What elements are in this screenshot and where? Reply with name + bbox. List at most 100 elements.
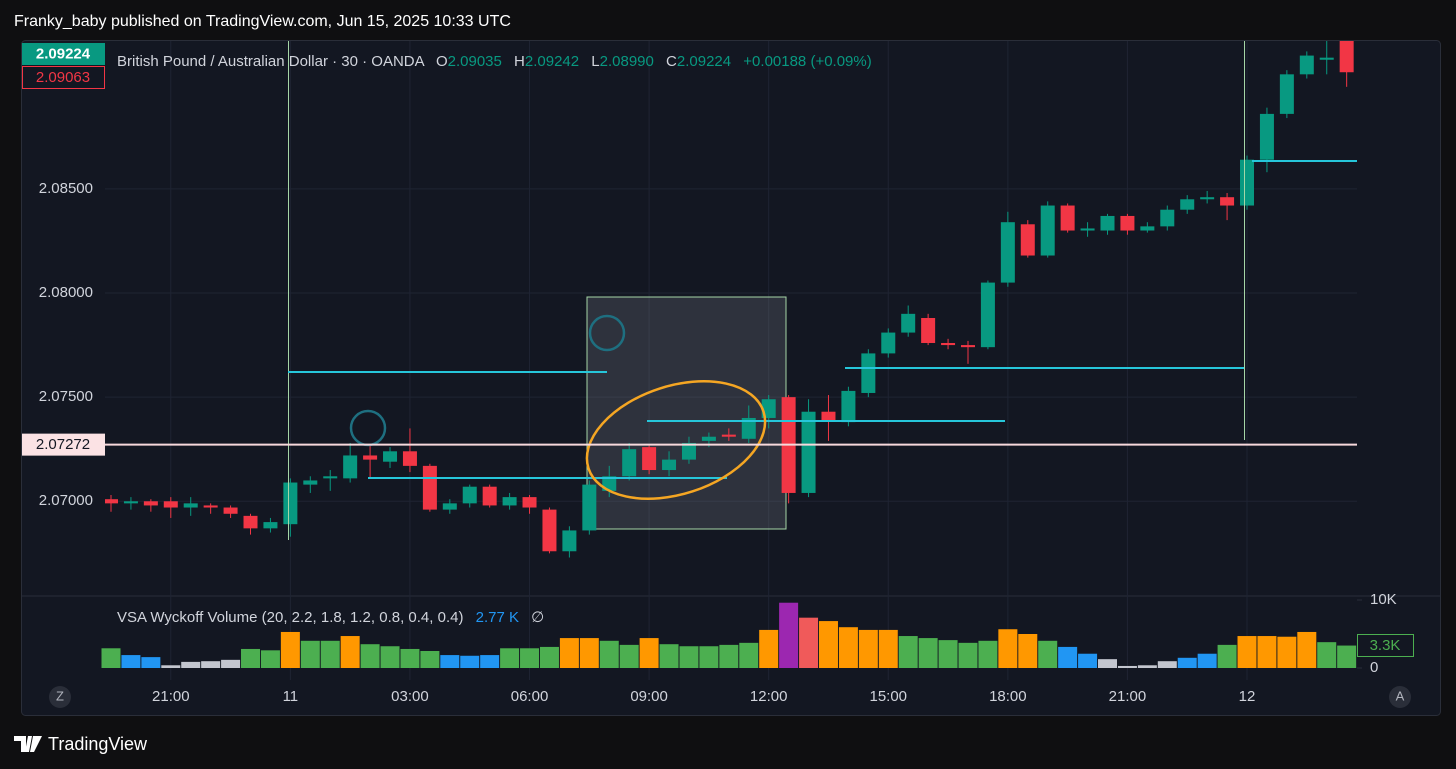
indicator-title: VSA Wyckoff Volume (20, 2.2, 1.8, 1.2, 0…	[117, 609, 463, 626]
ellipse-drawing	[585, 380, 767, 500]
candle-body	[323, 476, 338, 479]
candle-body	[801, 411, 816, 493]
volume-bar	[958, 642, 978, 668]
volume-bar	[440, 655, 460, 668]
volume-bar	[679, 646, 699, 668]
candle-body	[283, 482, 298, 525]
candle-body	[1000, 222, 1015, 283]
volume-bar	[539, 646, 559, 668]
candle-body	[542, 509, 557, 552]
candle-body	[921, 318, 936, 343]
symbol-title: British Pound / Australian Dollar · 30 ·…	[117, 53, 425, 70]
candle-body	[442, 503, 457, 510]
candle-body	[602, 476, 617, 491]
volume-bar	[559, 638, 579, 668]
volume-bar	[520, 648, 540, 668]
volume-bar	[280, 631, 300, 668]
candle-body	[1080, 228, 1095, 231]
volume-bar	[300, 640, 320, 668]
volume-bar	[978, 640, 998, 668]
volume-bar	[918, 638, 938, 668]
y-tick-label: 2.08500	[39, 180, 93, 197]
volume-bar	[500, 648, 520, 668]
y-tick-label: 0	[1370, 659, 1378, 676]
volume-bar	[579, 638, 599, 668]
candle-body	[741, 417, 756, 439]
volume-bar	[699, 646, 719, 668]
candle-body	[622, 449, 637, 477]
legend-value: 2.08990	[600, 53, 654, 70]
candle-body	[980, 282, 995, 348]
candle-body	[821, 411, 836, 421]
volume-bar	[460, 655, 480, 668]
candles	[105, 41, 1354, 558]
y-tick-label: 2.07500	[39, 388, 93, 405]
volume-bar	[659, 644, 679, 668]
candle-body	[1299, 55, 1314, 75]
button-label[interactable]: A	[1396, 688, 1405, 703]
volume-label-box	[1357, 634, 1414, 657]
candle-body	[861, 353, 876, 393]
volume-bar	[1018, 634, 1038, 668]
candle-body	[183, 503, 198, 508]
candle-body	[462, 486, 477, 504]
candle-body	[662, 459, 677, 471]
volume-bar	[998, 629, 1018, 668]
legend-value: 2.09242	[525, 53, 579, 70]
candle-body	[1100, 215, 1115, 231]
volume-bar	[260, 650, 280, 668]
chart-panel	[21, 40, 1441, 716]
volume-bar	[898, 636, 918, 668]
candle-body	[383, 451, 398, 462]
volume-bar	[878, 629, 898, 668]
legend-label: C	[666, 53, 677, 70]
volume-bar	[1078, 653, 1098, 668]
candle-body	[881, 332, 896, 354]
x-tick-label: 12	[1239, 688, 1256, 705]
legend: British Pound / Australian Dollar · 30 ·…	[117, 53, 872, 70]
volume-bar	[1317, 642, 1337, 668]
candle-body	[522, 497, 537, 508]
candle-body	[1279, 74, 1294, 114]
volume-bar	[480, 655, 500, 668]
volume-bar	[380, 646, 400, 668]
volume-bar	[1137, 665, 1157, 668]
price-label-box	[22, 43, 105, 65]
candle-body	[1120, 215, 1135, 231]
volume-bar	[1117, 665, 1137, 668]
x-tick-label: 12:00	[750, 688, 788, 705]
candle-body	[681, 442, 696, 460]
candle-body	[482, 486, 497, 506]
x-tick-label: 03:00	[391, 688, 429, 705]
volume-bar	[1098, 659, 1117, 668]
volume-bar	[121, 655, 141, 668]
button[interactable]	[49, 686, 71, 708]
candle-body	[303, 480, 318, 485]
y-tick-label: 2.07000	[39, 492, 93, 509]
volume-bar	[420, 651, 440, 668]
button[interactable]	[1389, 686, 1411, 708]
button-label[interactable]: Z	[56, 688, 64, 703]
candle-body	[1020, 224, 1035, 256]
candle-body	[1060, 205, 1075, 231]
volume-bar	[340, 636, 360, 668]
price-label: 2.09063	[36, 69, 90, 86]
x-tick-label: 11	[283, 688, 299, 705]
indicator-symbol: ∅	[531, 609, 544, 626]
candle-body	[243, 515, 258, 529]
x-tick-label: 15:00	[869, 688, 907, 705]
candle-body	[1319, 57, 1334, 60]
legend-value: 2.09224	[677, 53, 731, 70]
candle-body	[721, 434, 736, 437]
volume-bar	[599, 640, 619, 668]
indicator-value: 2.77 K	[476, 609, 519, 626]
brand: TradingView	[48, 734, 148, 754]
x-tick-label: 09:00	[630, 688, 668, 705]
candle-body	[841, 390, 856, 423]
volume-label: 3.3K	[1370, 637, 1401, 654]
volume-bar	[201, 661, 221, 668]
legend-label: O	[436, 53, 448, 70]
candle-body	[105, 499, 118, 504]
x-tick-label: 21:00	[152, 688, 190, 705]
